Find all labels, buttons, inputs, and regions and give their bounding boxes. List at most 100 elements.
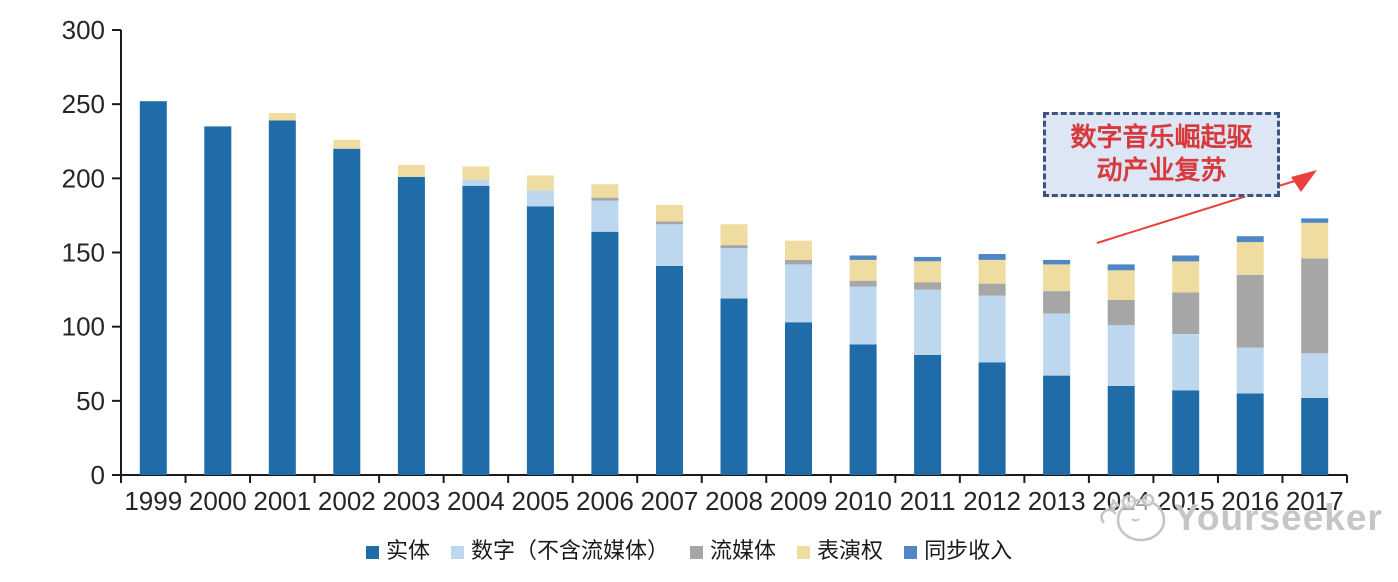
x-tick-label: 1999 — [124, 486, 182, 516]
x-tick-label: 2007 — [641, 486, 699, 516]
bar-segment — [1107, 300, 1135, 326]
bar-segment — [333, 139, 361, 149]
watermark: Yourseeker — [1096, 489, 1383, 547]
x-tick-label: 2001 — [253, 486, 311, 516]
legend-item: 表演权 — [797, 541, 883, 563]
bar-segment — [656, 265, 683, 475]
bar-segment — [204, 126, 232, 476]
yourseeker-logo-icon — [1100, 493, 1166, 542]
legend-item: 流媒体 — [690, 541, 776, 563]
bar-segment — [978, 259, 1006, 284]
bar-segment — [1301, 258, 1329, 354]
bar-segment — [526, 175, 554, 191]
bar-segment — [591, 184, 619, 198]
bar-segment — [462, 166, 490, 180]
bar-segment — [1172, 390, 1200, 475]
legend-item: 数字（不含流媒体） — [451, 541, 669, 563]
legend-swatch-icon — [904, 545, 918, 559]
x-tick-label: 2010 — [834, 486, 892, 516]
bar-segment — [1301, 397, 1329, 475]
bar-segment — [849, 286, 877, 345]
bar-segment — [914, 289, 942, 355]
x-tick-label: 2011 — [900, 486, 956, 516]
bar-segment — [1043, 259, 1071, 265]
y-tick-label: 50 — [76, 386, 105, 416]
chart-legend: 实体 数字（不含流媒体） 流媒体 表演权 同步收入 — [366, 541, 1012, 563]
bar-segment — [1043, 313, 1071, 376]
bar-segment — [1107, 270, 1135, 300]
watermark-text: Yourseeker — [1174, 497, 1383, 538]
legend-item: 同步收入 — [904, 541, 1012, 563]
bar-segment — [462, 179, 490, 186]
bar-segment — [1236, 242, 1264, 275]
bar-segment — [268, 120, 296, 475]
bar-segment — [849, 344, 877, 475]
y-tick-label: 100 — [62, 312, 105, 342]
legend-swatch-icon — [366, 545, 379, 559]
bar-segment — [914, 261, 942, 283]
bar-segment — [978, 362, 1006, 475]
bar-segment — [591, 200, 619, 232]
x-tick-label: 2008 — [705, 486, 763, 516]
legend-label: 表演权 — [817, 539, 884, 564]
bar-segment — [591, 197, 619, 201]
bar-segment — [720, 248, 748, 299]
bar-segment — [1236, 393, 1264, 475]
bar-segment — [397, 176, 425, 476]
x-tick-label: 2013 — [1028, 486, 1086, 516]
bar-segment — [1301, 218, 1329, 223]
bar-segment — [268, 113, 296, 121]
y-tick-label: 300 — [62, 15, 105, 45]
annotation-text-line2: 动产业复苏 — [1096, 155, 1227, 186]
x-tick-label: 2016 — [1221, 486, 1279, 516]
bar-segment — [720, 224, 748, 246]
bar-segment — [462, 185, 490, 476]
bar-segment — [849, 255, 877, 260]
legend-label: 实体 — [386, 539, 431, 564]
x-tick-label: 2005 — [511, 486, 569, 516]
bar-segment — [656, 221, 683, 225]
bar-segment — [526, 206, 554, 475]
bar-segment — [1043, 375, 1071, 475]
bar-segment — [1107, 386, 1135, 475]
bar-segment — [333, 148, 361, 475]
bar-segment — [914, 256, 942, 262]
bar-segment — [720, 245, 748, 249]
y-tick-label: 200 — [62, 163, 105, 193]
bar-segment — [1236, 236, 1264, 243]
bar-segment — [1172, 255, 1200, 262]
x-tick-label: 2004 — [447, 486, 505, 516]
bar-segment — [1236, 274, 1264, 348]
x-tick-label: 2000 — [189, 486, 247, 516]
bar-segment — [978, 254, 1006, 260]
bar-segment — [139, 101, 167, 475]
bar-segment — [1172, 292, 1200, 334]
annotation-text-line1: 数字音乐崛起驱 — [1070, 122, 1253, 153]
bar-segment — [914, 354, 942, 475]
bar-segment — [1236, 347, 1264, 394]
bar-segment — [785, 259, 812, 265]
bar-segment — [1172, 334, 1200, 391]
y-tick-label: 0 — [91, 460, 105, 490]
bar-segment — [656, 224, 683, 266]
y-tick-label: 250 — [62, 89, 105, 119]
bar-segment — [397, 165, 425, 177]
bar-segment — [1301, 353, 1329, 398]
bar-segment — [1107, 264, 1135, 271]
x-tick-label: 2012 — [963, 486, 1021, 516]
annotation-box: 数字音乐崛起驱 动产业复苏 — [1043, 112, 1280, 197]
bar-segment — [785, 240, 812, 260]
legend-swatch-icon — [690, 545, 704, 559]
annotation-arrowhead-icon — [1291, 170, 1317, 192]
legend-swatch-icon — [451, 545, 465, 559]
bar-segment — [591, 231, 619, 475]
x-tick-label: 2002 — [318, 486, 376, 516]
bar-segment — [1172, 261, 1200, 293]
legend-swatch-icon — [797, 545, 811, 559]
bar-segment — [526, 190, 554, 207]
legend-label: 同步收入 — [924, 539, 1013, 564]
x-tick-label: 2006 — [576, 486, 634, 516]
bar-segment — [1107, 325, 1135, 386]
legend-item: 实体 — [366, 541, 430, 563]
